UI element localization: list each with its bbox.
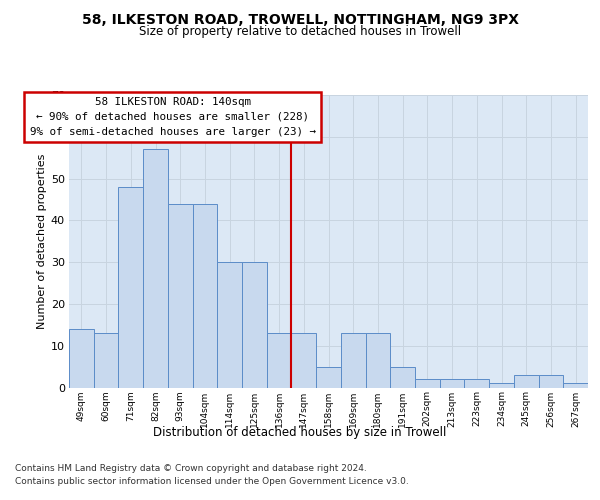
Text: Size of property relative to detached houses in Trowell: Size of property relative to detached ho… bbox=[139, 25, 461, 38]
Bar bbox=[341, 333, 365, 388]
Bar bbox=[316, 366, 341, 388]
Bar bbox=[563, 384, 588, 388]
Bar bbox=[168, 204, 193, 388]
Text: 58 ILKESTON ROAD: 140sqm
← 90% of detached houses are smaller (228)
9% of semi-d: 58 ILKESTON ROAD: 140sqm ← 90% of detach… bbox=[30, 97, 316, 136]
Bar bbox=[464, 379, 489, 388]
Bar bbox=[440, 379, 464, 388]
Bar bbox=[390, 366, 415, 388]
Bar bbox=[143, 150, 168, 388]
Bar bbox=[292, 333, 316, 388]
Text: Contains HM Land Registry data © Crown copyright and database right 2024.: Contains HM Land Registry data © Crown c… bbox=[15, 464, 367, 473]
Y-axis label: Number of detached properties: Number of detached properties bbox=[37, 154, 47, 329]
Bar bbox=[365, 333, 390, 388]
Bar bbox=[242, 262, 267, 388]
Bar bbox=[514, 375, 539, 388]
Bar bbox=[489, 384, 514, 388]
Text: Distribution of detached houses by size in Trowell: Distribution of detached houses by size … bbox=[154, 426, 446, 439]
Bar bbox=[539, 375, 563, 388]
Bar bbox=[118, 187, 143, 388]
Text: Contains public sector information licensed under the Open Government Licence v3: Contains public sector information licen… bbox=[15, 476, 409, 486]
Bar bbox=[217, 262, 242, 388]
Bar bbox=[94, 333, 118, 388]
Bar bbox=[69, 329, 94, 388]
Bar bbox=[193, 204, 217, 388]
Text: 58, ILKESTON ROAD, TROWELL, NOTTINGHAM, NG9 3PX: 58, ILKESTON ROAD, TROWELL, NOTTINGHAM, … bbox=[82, 12, 518, 26]
Bar bbox=[267, 333, 292, 388]
Bar bbox=[415, 379, 440, 388]
